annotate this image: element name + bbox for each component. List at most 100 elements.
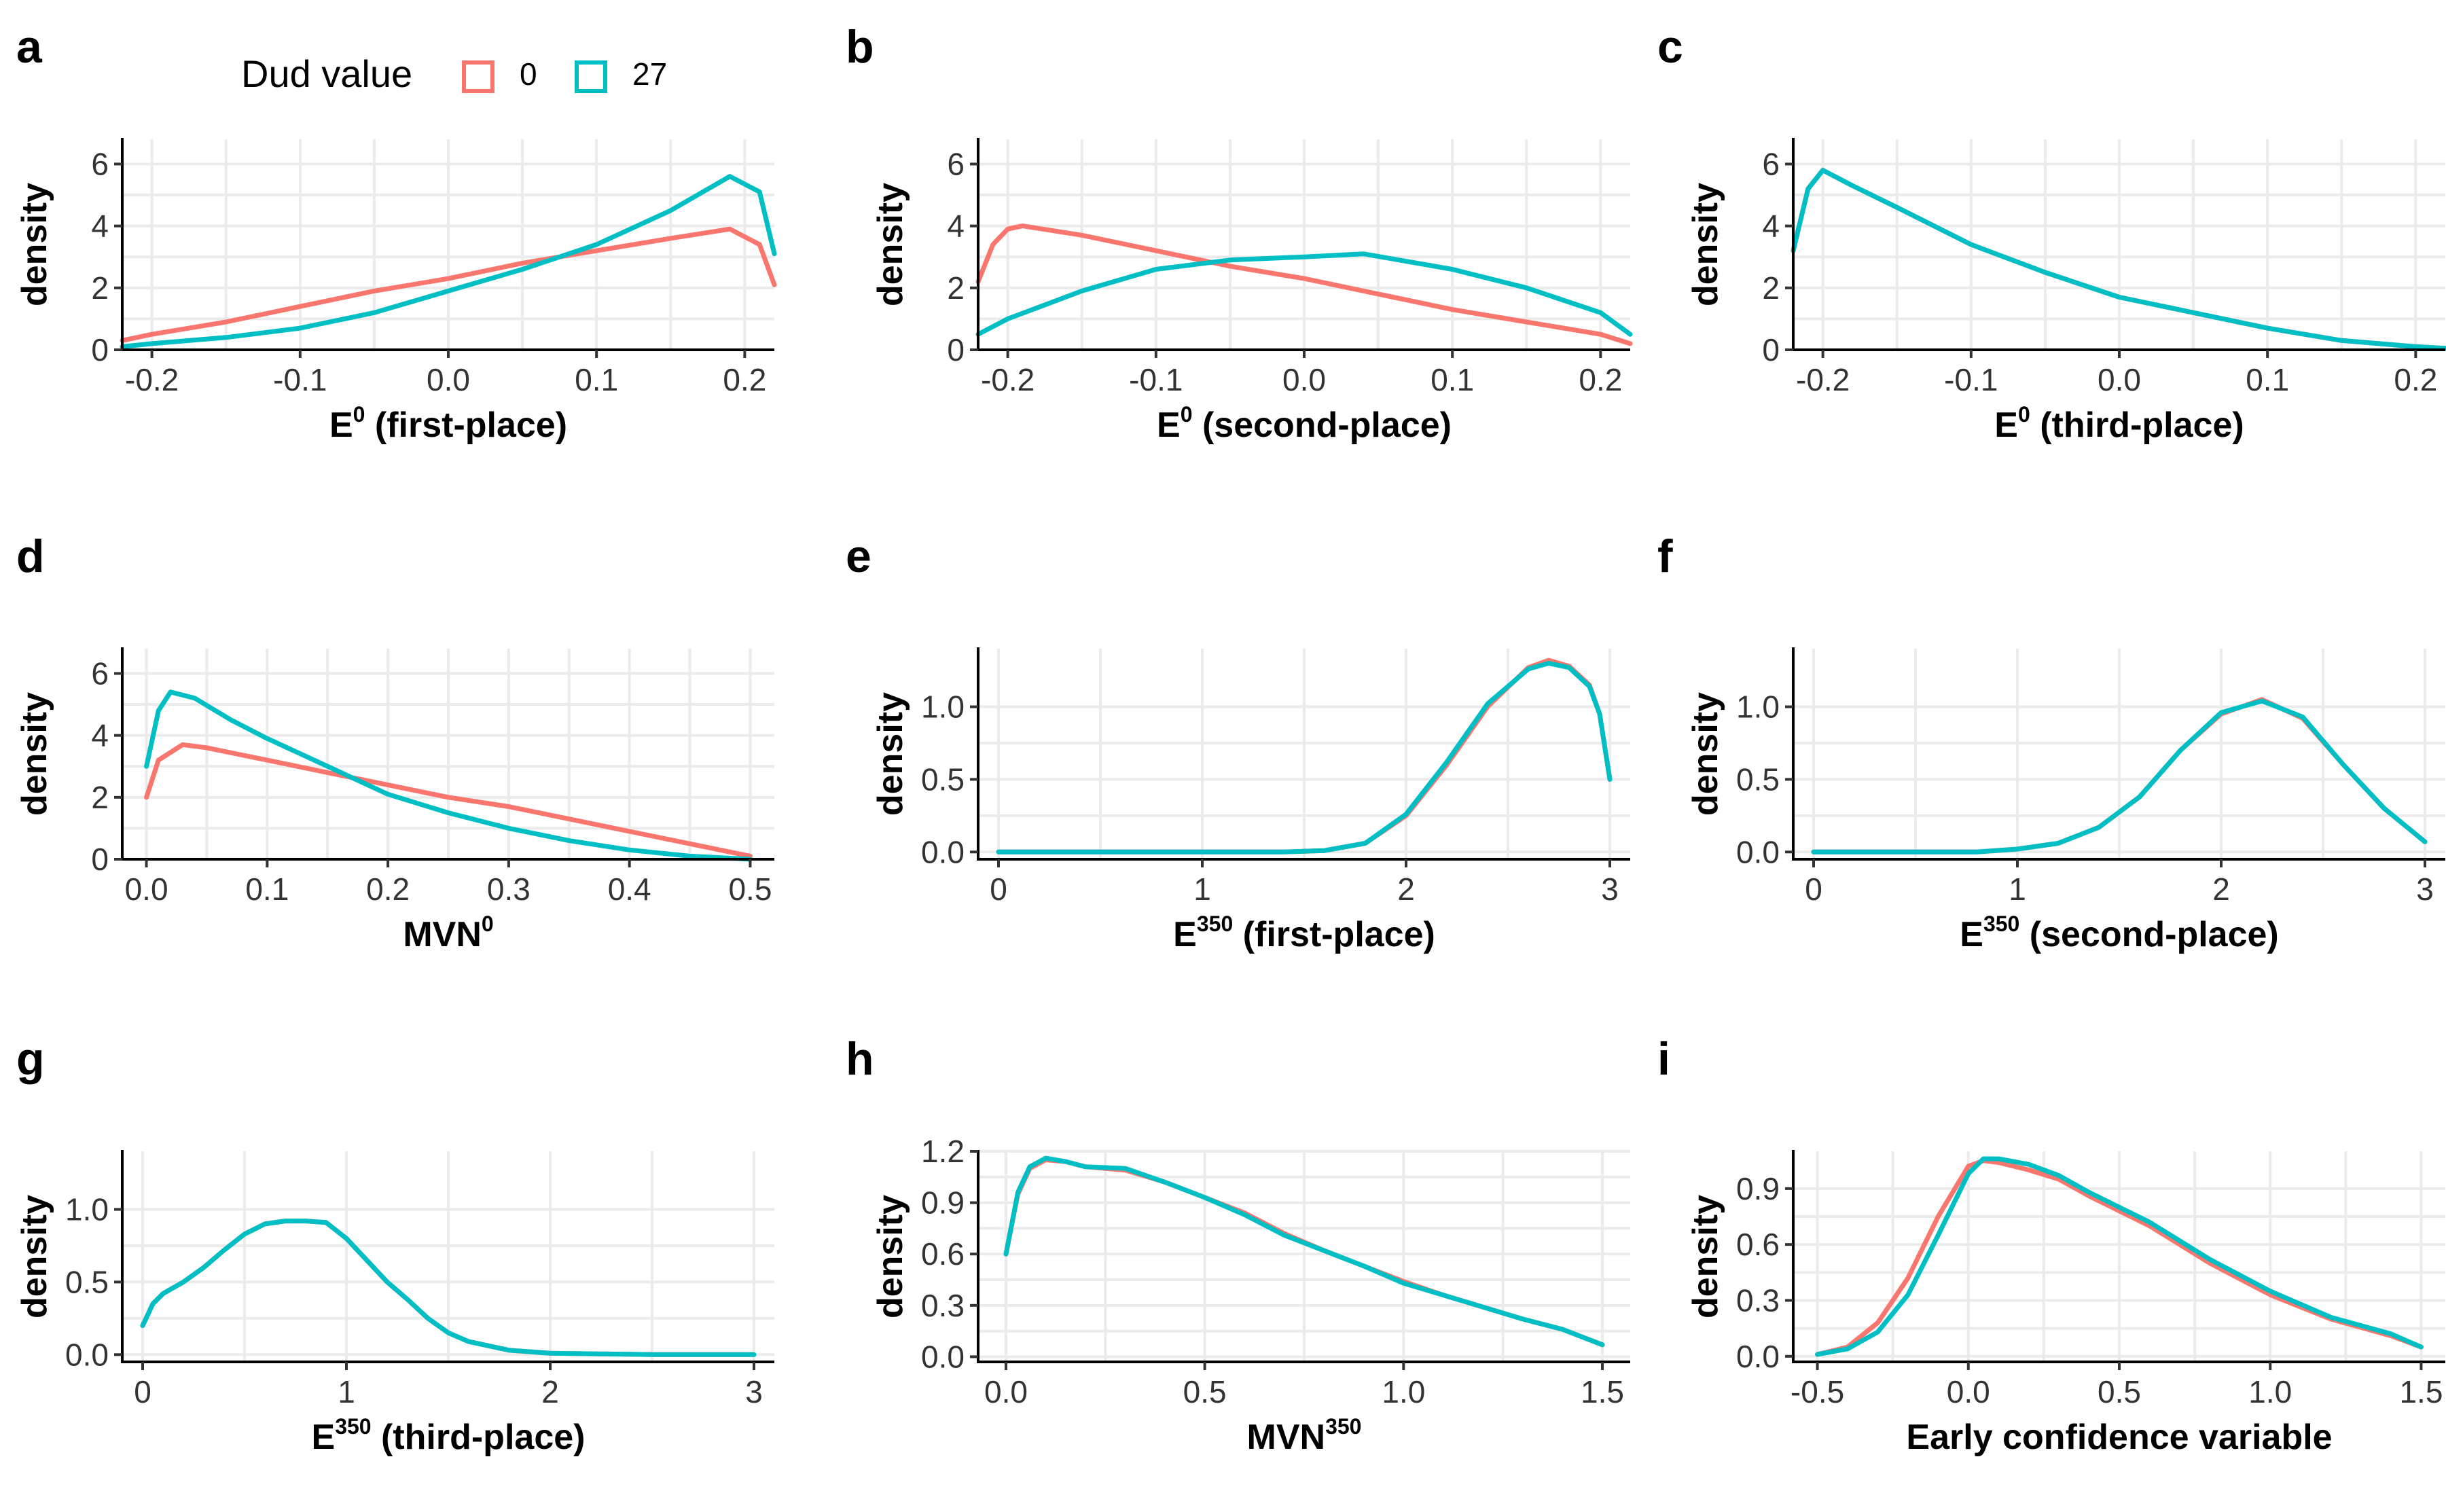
panel-letter: f	[1657, 530, 1673, 582]
y-tick-label: 4	[1762, 209, 1780, 244]
x-tick-label: 0.2	[2394, 362, 2437, 397]
y-tick-label: 1.0	[65, 1192, 109, 1227]
x-tick-label: 2	[541, 1374, 559, 1409]
x-tick-label: 1.0	[2248, 1374, 2292, 1409]
y-tick-label: 2	[947, 270, 965, 306]
panel-letter: b	[846, 21, 874, 73]
x-tick-label: 0.1	[245, 871, 289, 907]
x-axis-title: MVN0	[403, 912, 493, 954]
y-axis-title: density	[871, 1195, 910, 1318]
y-tick-label: 0.0	[921, 1339, 965, 1374]
x-tick-label: 0.2	[366, 871, 410, 907]
density-curve-27	[1003, 1155, 1605, 1348]
y-tick-label: 4	[91, 718, 109, 753]
panel-i: i -0.5 0.0 0.5 1.0 1.5 0.0 0.3 0.6 0.9 Early confi…	[1657, 1033, 2445, 1457]
x-tick-label: 0	[1805, 871, 1822, 907]
x-tick-label: 0.0	[1282, 362, 1326, 397]
x-tick-label: 1.5	[2399, 1374, 2443, 1409]
y-axis-title: density	[15, 183, 54, 306]
panel-letter: d	[16, 530, 45, 582]
x-axis-title: E350 (third-place)	[312, 1414, 586, 1457]
x-tick-label: 0.3	[487, 871, 530, 907]
density-curve-27	[120, 174, 777, 349]
panel-letter: e	[846, 530, 871, 582]
y-tick-label: 1.2	[921, 1134, 965, 1169]
y-tick-label: 0.9	[921, 1185, 965, 1221]
x-tick-label: -0.5	[1791, 1374, 1844, 1409]
density-curve-27	[1815, 1156, 2424, 1357]
x-tick-label: 0.1	[575, 362, 618, 397]
y-tick-label: 0.9	[1736, 1171, 1780, 1206]
panel-f: f 0 1 2 3 0.0 0.5 1.0 E350 (second-place) density	[1657, 530, 2445, 954]
x-tick-label: -0.1	[273, 362, 327, 397]
y-tick-label: 6	[947, 146, 965, 181]
panel-g: g 0 1 2 3 0.0 0.5 1.0 E350 (third-place) density	[15, 1033, 774, 1457]
x-tick-label: 1.0	[1382, 1374, 1425, 1409]
legend-label-27: 27	[632, 56, 667, 92]
panel-letter: a	[16, 21, 43, 73]
y-tick-label: 6	[91, 655, 109, 691]
y-tick-label: 0.5	[1736, 761, 1780, 797]
legend: Dud value 0 27	[241, 52, 667, 95]
y-tick-label: 1.0	[1736, 689, 1780, 725]
density-curve-27	[975, 251, 1633, 337]
y-axis-title: density	[1686, 1195, 1725, 1318]
panel-e: e 0 1 2 3 0.0 0.5 1.0 E350 (first-place) density	[846, 530, 1630, 954]
y-tick-label: 0.0	[1736, 834, 1780, 869]
y-axis-title: density	[1686, 692, 1725, 816]
density-curve-0	[144, 742, 753, 859]
y-tick-label: 0	[947, 332, 965, 367]
x-tick-label: 3	[745, 1374, 763, 1409]
y-tick-label: 6	[91, 146, 109, 181]
panel-b: b -0.2 -0.1 0.0 0.1 0.2 0 2 4 6 E0 (second-place) d…	[846, 21, 1633, 445]
panel-letter: h	[846, 1033, 874, 1085]
x-tick-label: 0	[990, 871, 1007, 907]
legend-title: Dud value	[241, 52, 412, 95]
density-curve-27	[1811, 698, 2428, 854]
x-tick-label: 1	[2009, 871, 2026, 907]
x-tick-label: 0.5	[1183, 1374, 1227, 1409]
y-tick-label: 0	[1762, 332, 1780, 367]
x-tick-label: 2	[1397, 871, 1415, 907]
x-tick-label: 0.0	[427, 362, 470, 397]
y-tick-label: 2	[91, 780, 109, 815]
x-tick-label: 1	[1193, 871, 1211, 907]
y-tick-label: 1.0	[921, 689, 965, 725]
panel-letter: c	[1657, 21, 1683, 73]
x-axis-title: Early confidence variable	[1906, 1418, 2332, 1457]
x-tick-label: 0.2	[723, 362, 766, 397]
x-tick-label: 0.5	[2098, 1374, 2141, 1409]
x-tick-label: 3	[2416, 871, 2434, 907]
y-tick-label: 2	[91, 270, 109, 306]
x-axis-title: E0 (first-place)	[329, 402, 567, 445]
x-axis-title: E0 (third-place)	[1994, 402, 2244, 445]
panel-h: h 0.0 0.5 1.0 1.5 0.0 0.3 0.6 0.9 1.2 MVN350 densit…	[846, 1033, 1630, 1457]
x-axis-title: MVN350	[1247, 1414, 1362, 1457]
panel-c: c -0.2 -0.1 0.0 0.1 0.2 0 2 4 6 E0 (third-place) de…	[1657, 21, 2446, 445]
y-axis-title: density	[871, 692, 910, 816]
y-axis-title: density	[1686, 183, 1725, 306]
y-axis-title: density	[871, 183, 910, 306]
x-axis-title: E350 (second-place)	[1960, 912, 2279, 954]
x-tick-label: -0.1	[1944, 362, 1998, 397]
y-tick-label: 0.0	[1736, 1339, 1780, 1374]
x-tick-label: 0.5	[728, 871, 772, 907]
x-tick-label: 0.0	[125, 871, 168, 907]
x-tick-label: 0	[134, 1374, 151, 1409]
y-tick-label: 0	[91, 332, 109, 367]
density-curve-0	[120, 226, 777, 343]
x-tick-label: 0.2	[1579, 362, 1622, 397]
y-axis-title: density	[15, 1195, 54, 1318]
x-tick-label: 1.5	[1581, 1374, 1624, 1409]
panel-d: d 0.0 0.1 0.2 0.3 0.4 0.5 0 2 4 6 MVN0 density	[15, 530, 774, 954]
panel-letter: i	[1657, 1033, 1670, 1085]
legend-key-27	[575, 60, 607, 93]
y-tick-label: 0.0	[921, 834, 965, 869]
x-axis-title: E0 (second-place)	[1157, 402, 1452, 445]
y-tick-label: 0.0	[65, 1337, 109, 1372]
x-tick-label: 3	[1601, 871, 1619, 907]
density-curve-0	[1815, 1158, 2424, 1357]
x-tick-label: 1	[338, 1374, 355, 1409]
y-tick-label: 4	[947, 209, 965, 244]
